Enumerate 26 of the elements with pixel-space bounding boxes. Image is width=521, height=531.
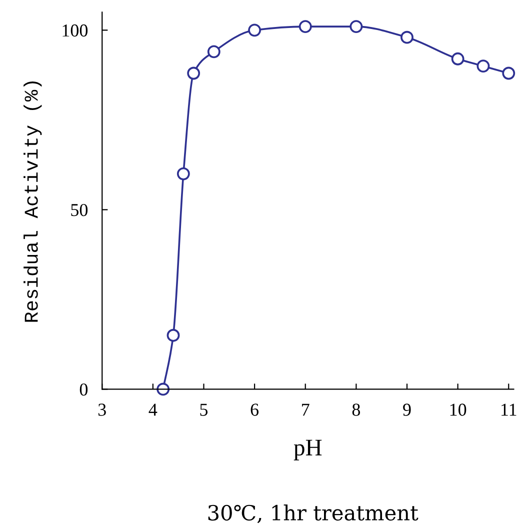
y-tick-label: 50 [71,204,88,216]
point [187,66,200,80]
x-tick-label: 4 [148,404,158,416]
point [400,30,414,44]
x-tick-label: 10 [450,404,466,416]
point [166,328,180,342]
x-axis-title: pH [294,440,322,460]
point [451,52,464,66]
x-tick-label: 7 [302,404,310,416]
point [207,45,220,58]
x-tick-label: 5 [200,404,208,416]
y-tick-label: 100 [62,24,88,37]
x-tick-label: 11 [502,404,516,416]
point [476,60,490,73]
x-tick-label: 6 [250,404,259,416]
point [176,167,190,180]
y-tick-label: 0 [80,383,88,396]
point [248,24,262,37]
y-axis-title: Residual Activity (%) [24,81,42,322]
x-tick-label: 8 [352,404,360,416]
text: 30℃, 1hr treatment [208,504,418,524]
point [350,20,363,34]
x-tick-label: 3 [98,404,106,416]
point [502,66,516,80]
x-tick-label: 9 [403,404,411,416]
point [298,20,312,34]
